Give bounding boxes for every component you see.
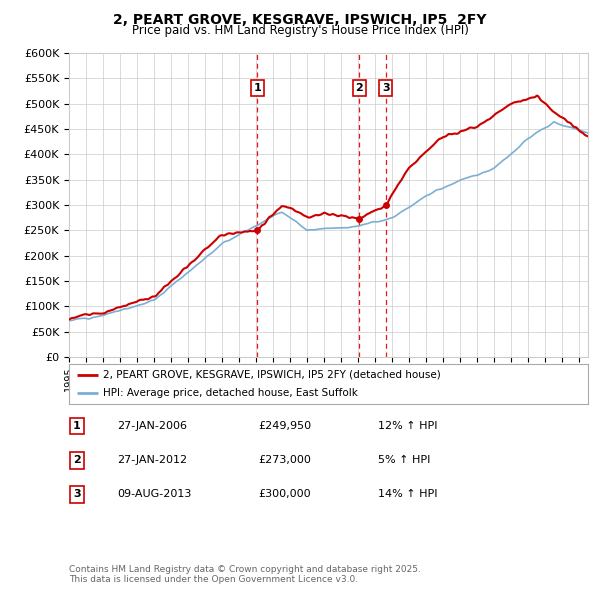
Text: £300,000: £300,000 <box>258 490 311 499</box>
Point <box>355 214 364 224</box>
Text: £273,000: £273,000 <box>258 455 311 465</box>
Text: £249,950: £249,950 <box>258 421 311 431</box>
Text: 1: 1 <box>73 421 80 431</box>
Text: 27-JAN-2006: 27-JAN-2006 <box>117 421 187 431</box>
Text: 27-JAN-2012: 27-JAN-2012 <box>117 455 187 465</box>
Text: 2, PEART GROVE, KESGRAVE, IPSWICH, IP5  2FY: 2, PEART GROVE, KESGRAVE, IPSWICH, IP5 2… <box>113 13 487 27</box>
Text: 2: 2 <box>73 455 80 465</box>
Text: 12% ↑ HPI: 12% ↑ HPI <box>378 421 437 431</box>
Text: 3: 3 <box>382 83 389 93</box>
Text: Contains HM Land Registry data © Crown copyright and database right 2025.
This d: Contains HM Land Registry data © Crown c… <box>69 565 421 584</box>
Point <box>381 201 391 210</box>
Text: 1: 1 <box>253 83 261 93</box>
Text: 14% ↑ HPI: 14% ↑ HPI <box>378 490 437 499</box>
Text: 5% ↑ HPI: 5% ↑ HPI <box>378 455 430 465</box>
Text: HPI: Average price, detached house, East Suffolk: HPI: Average price, detached house, East… <box>103 388 358 398</box>
Point <box>253 225 262 235</box>
Text: Price paid vs. HM Land Registry's House Price Index (HPI): Price paid vs. HM Land Registry's House … <box>131 24 469 37</box>
Text: 2: 2 <box>356 83 364 93</box>
Text: 2, PEART GROVE, KESGRAVE, IPSWICH, IP5 2FY (detached house): 2, PEART GROVE, KESGRAVE, IPSWICH, IP5 2… <box>103 370 440 380</box>
Text: 3: 3 <box>73 490 80 499</box>
Text: 09-AUG-2013: 09-AUG-2013 <box>117 490 191 499</box>
